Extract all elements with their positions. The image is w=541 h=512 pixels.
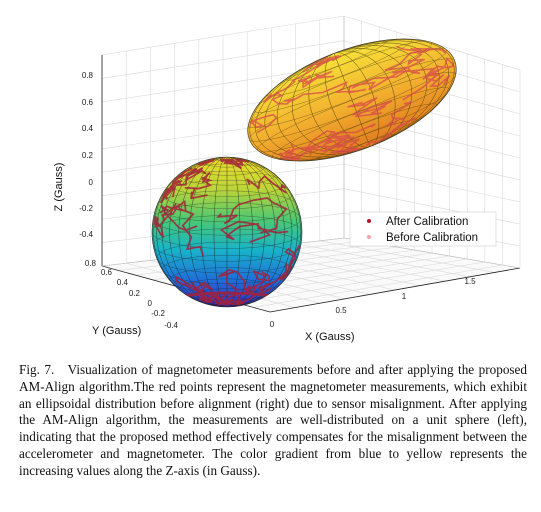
trajectory-after [218,268,258,296]
plot-3d: 0.80.60.40.20-0.2-0.4 0.80.60.40.20-0.2-… [53,15,521,343]
y-tick-label: 0.2 [129,289,141,298]
x-tick-label: 1.5 [464,277,476,286]
trajectory-after [204,295,228,306]
trajectory-before [316,54,342,69]
legend-label-before: Before Calibration [386,232,478,244]
z-tick-label: 0.2 [82,151,94,160]
trajectory-before [339,145,359,154]
trajectory-after [246,175,288,194]
y-axis-ticks: 0.8 0.6 0.40.2 0-0.2 -0.4 [85,259,179,330]
y-tick-label: 0.6 [101,268,113,277]
trajectory-before [410,47,447,55]
y-tick-label: 0 [148,299,153,308]
trajectory-after [225,158,250,170]
trajectory-before [279,148,313,160]
trajectory-after [186,167,204,181]
trajectory-after [236,287,272,306]
trajectory-after [160,203,205,257]
trajectory-after [219,220,289,243]
trajectory-before [347,97,393,118]
z-tick-label: 0.6 [82,98,94,107]
trajectory-before [303,138,347,154]
trajectory-before [325,123,376,145]
y-tick-label: 0.4 [117,278,129,287]
ellipsoid-before [247,37,457,163]
trajectory-after [245,269,271,296]
figure-caption: Fig. 7. Visualization of magnetometer me… [19,362,527,480]
trajectory-before [385,101,416,132]
z-tick-label: -0.4 [79,230,93,239]
trajectory-before [270,80,356,105]
trajectory-after [175,275,208,304]
legend-label-after: After Calibration [386,216,468,228]
y-axis-label: Y (Gauss) [92,325,141,337]
z-tick-label: 0.8 [82,71,94,80]
trajectory-before [249,113,278,134]
legend-marker-after [367,219,371,223]
y-tick-label: -0.4 [164,321,178,330]
z-axis-label: Z (Gauss) [53,163,65,212]
z-tick-label: 0 [89,178,94,187]
z-tick-label: 0.4 [82,124,94,133]
trajectory-before [263,60,324,104]
x-axis-label: X (Gauss) [305,331,355,343]
y-tick-label: 0.8 [85,259,97,268]
trajectory-after [216,197,288,234]
trajectory-before [365,129,397,147]
trajectory-after [159,199,198,232]
trajectory-before [302,56,329,73]
trajectory-after [192,281,214,303]
trajectory-after [281,245,300,281]
trajectory-after [197,158,215,167]
caption-text: Visualization of magnetometer measuremen… [19,362,528,478]
trajectory-after [258,263,293,296]
sphere-after [151,156,303,308]
x-tick-label: 1 [402,292,407,301]
figure-7: 0.8 0.6 0.4 0.2 0 -0.2 -0.4 0.8 0.6 0.4 0.2 0 -0.2-… [53,15,521,343]
trajectory-after [212,293,242,306]
caption-label: Fig. 7. [19,362,55,377]
y-tick-label: -0.2 [151,309,165,318]
trajectory-after [159,168,207,204]
legend-marker-before [367,235,371,239]
trajectory-before [297,70,335,89]
z-axis-ticks: 0.8 0.6 0.4 0.2 0 -0.2 -0.4 [79,71,93,239]
legend: After Calibration Before Calibration [349,211,497,247]
z-tick-label: -0.2 [79,204,93,213]
trajectory-after [153,202,177,239]
x-tick-label: 0.5 [335,306,347,315]
trajectory-after [184,171,213,200]
x-tick-label: 0 [270,320,275,329]
trajectory-before [402,57,455,101]
x-axis-ticks: 0 0.5 1 1.5 [270,277,476,329]
